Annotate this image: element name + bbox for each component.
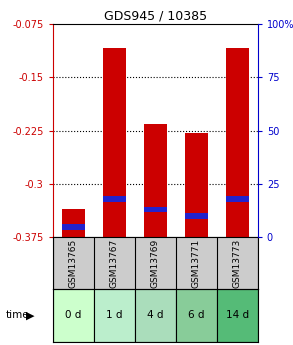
Bar [103, 196, 125, 202]
Bar [185, 133, 207, 237]
Text: GSM13769: GSM13769 [151, 239, 160, 288]
Bar [226, 196, 248, 202]
Text: 6 d: 6 d [188, 310, 205, 321]
Bar [62, 209, 84, 237]
Bar [226, 48, 248, 237]
Title: GDS945 / 10385: GDS945 / 10385 [104, 10, 207, 23]
Bar [144, 207, 166, 213]
Text: GSM13765: GSM13765 [69, 239, 78, 288]
Bar [53, 289, 94, 342]
Bar [103, 48, 125, 237]
Bar [217, 289, 258, 342]
Bar [62, 224, 84, 229]
Text: 1 d: 1 d [106, 310, 122, 321]
Bar [94, 289, 135, 342]
Text: GSM13767: GSM13767 [110, 239, 119, 288]
Bar [176, 289, 217, 342]
Bar [185, 213, 207, 219]
Bar [135, 289, 176, 342]
Text: GSM13771: GSM13771 [192, 239, 201, 288]
Text: 0 d: 0 d [65, 310, 81, 321]
Bar [144, 124, 166, 237]
Text: ▶: ▶ [26, 310, 35, 321]
Text: 14 d: 14 d [226, 310, 249, 321]
Text: time: time [6, 310, 30, 321]
Text: GSM13773: GSM13773 [233, 239, 242, 288]
Text: 4 d: 4 d [147, 310, 163, 321]
